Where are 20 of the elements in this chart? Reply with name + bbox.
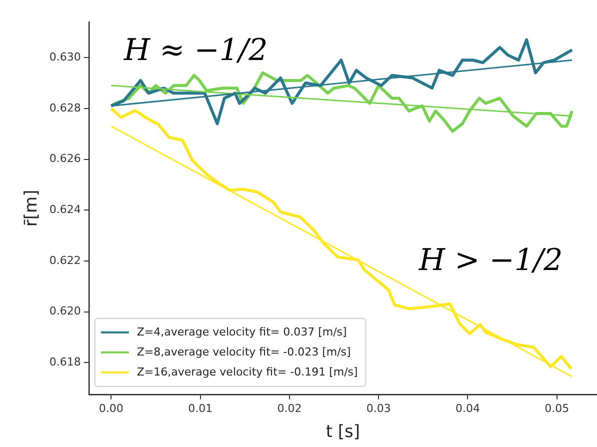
- y-tick-label: 0.626: [49, 152, 81, 166]
- annotation: H ≈ −1/2: [122, 32, 268, 68]
- y-tick-label: 0.628: [49, 101, 81, 114]
- x-tick-label: 0.02: [277, 402, 302, 415]
- annotation: H > −1/2: [418, 242, 563, 278]
- y-tick-label: 0.620: [49, 304, 81, 318]
- x-tick-label: 0.05: [544, 402, 570, 415]
- x-tick-label: 0.04: [455, 402, 480, 415]
- y-tick-label: 0.624: [49, 202, 81, 216]
- y-tick-label: 0.622: [49, 254, 81, 267]
- y-tick-label: 0.618: [49, 355, 81, 368]
- legend-label: Z=16,average velocity fit= -0.191 [m/s]: [136, 365, 358, 378]
- x-tick-label: 0.01: [188, 402, 213, 415]
- legend-label: Z=8,average velocity fit= -0.023 [m/s]: [136, 345, 351, 358]
- y-tick-label: 0.630: [49, 50, 81, 64]
- x-axis-title: t [s]: [326, 422, 360, 442]
- x-tick-label: 0.03: [366, 402, 391, 415]
- legend-label: Z=4,average velocity fit= 0.037 [m/s]: [136, 325, 347, 338]
- y-axis-title: r̄[m]: [22, 190, 42, 227]
- x-tick-label: 0.00: [98, 402, 124, 415]
